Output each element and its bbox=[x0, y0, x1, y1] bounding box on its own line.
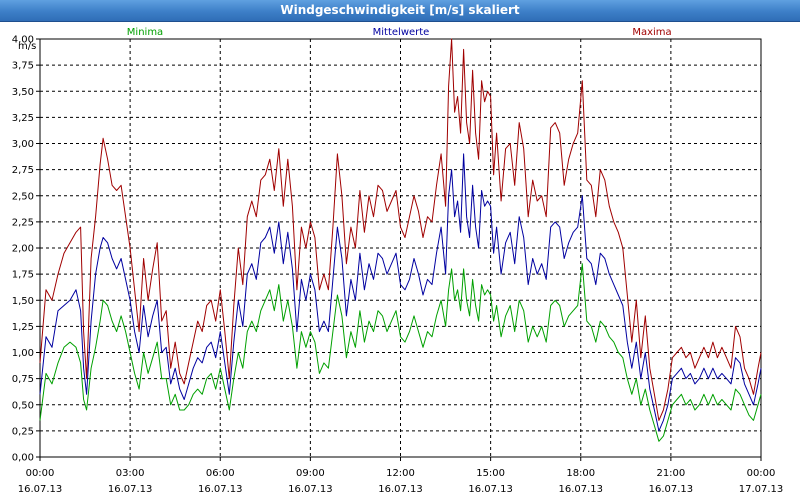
x-tick-time-label: 18:00 bbox=[566, 468, 595, 479]
x-tick-date-label: 16.07.13 bbox=[198, 484, 243, 495]
y-tick-label: 3,25 bbox=[12, 113, 34, 124]
x-tick-date-label: 16.07.13 bbox=[649, 484, 694, 495]
x-tick-time-label: 00:00 bbox=[747, 468, 776, 479]
y-axis-unit-label: m/s bbox=[18, 41, 36, 52]
y-tick-label: 3,00 bbox=[12, 139, 34, 150]
series-lines bbox=[39, 38, 762, 442]
y-tick-label: 0,25 bbox=[12, 426, 34, 437]
y-tick-label: 2,25 bbox=[12, 217, 34, 228]
y-axis-ticks: 0,00 0,25 0,50 0,75 1,00 1,25 1,50 1,75 2,00 2,25… bbox=[12, 35, 40, 464]
series-line-maxima bbox=[39, 38, 762, 421]
y-tick-label: 0,00 bbox=[12, 453, 34, 464]
x-tick-time-label: 15:00 bbox=[476, 468, 505, 479]
y-tick-label: 2,75 bbox=[12, 165, 34, 176]
y-tick-label: 0,50 bbox=[12, 400, 34, 411]
x-tick-date-label: 16.07.13 bbox=[468, 484, 513, 495]
y-tick-label: 1,25 bbox=[12, 322, 34, 333]
x-tick-date-label: 16.07.13 bbox=[288, 484, 333, 495]
y-tick-label: 1,50 bbox=[12, 296, 34, 307]
wind-speed-chart: 0,00 0,25 0,50 0,75 1,00 1,25 1,50 1,75 2,00 2,25… bbox=[12, 27, 784, 495]
grid bbox=[40, 39, 761, 457]
x-tick-date-label: 16.07.13 bbox=[558, 484, 603, 495]
y-tick-label: 3,50 bbox=[12, 87, 34, 98]
y-tick-label: 2,50 bbox=[12, 191, 34, 202]
x-tick-date-label: 16.07.13 bbox=[18, 484, 63, 495]
legend-maxima: Maxima bbox=[632, 27, 671, 38]
x-axis-ticks: 00:00 16.07.13 03:00 16.07.13 06:00 16.07.13 0… bbox=[18, 457, 784, 495]
series-line-minima bbox=[39, 263, 762, 442]
x-tick-time-label: 03:00 bbox=[116, 468, 145, 479]
legend: Maxima Mittelwerte Minima bbox=[127, 27, 672, 38]
x-tick-date-label: 16.07.13 bbox=[378, 484, 423, 495]
y-tick-label: 4,00 bbox=[12, 35, 34, 46]
y-tick-label: 2,00 bbox=[12, 244, 34, 255]
series-line-mittelwerte bbox=[39, 153, 762, 432]
legend-minima: Minima bbox=[127, 27, 163, 38]
x-tick-date-label: 17.07.13 bbox=[739, 484, 784, 495]
x-tick-time-label: 00:00 bbox=[26, 468, 55, 479]
y-tick-label: 0,75 bbox=[12, 374, 34, 385]
x-tick-time-label: 12:00 bbox=[386, 468, 415, 479]
x-tick-time-label: 06:00 bbox=[206, 468, 235, 479]
x-tick-date-label: 16.07.13 bbox=[108, 484, 153, 495]
window-title-bar: Windgeschwindigkeit [m/s] skaliert bbox=[0, 0, 800, 22]
x-tick-time-label: 09:00 bbox=[296, 468, 325, 479]
x-tick-time-label: 21:00 bbox=[656, 468, 685, 479]
y-tick-label: 1,00 bbox=[12, 348, 34, 359]
legend-mittelwerte: Mittelwerte bbox=[373, 27, 430, 38]
chart-title: Windgeschwindigkeit [m/s] skaliert bbox=[280, 3, 520, 17]
y-tick-label: 1,75 bbox=[12, 270, 34, 281]
y-tick-label: 3,75 bbox=[12, 61, 34, 72]
